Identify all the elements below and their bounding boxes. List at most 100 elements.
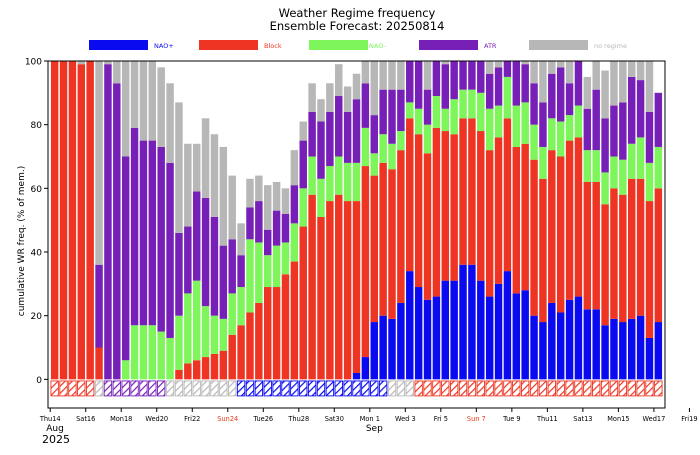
x-tick-label-24: Sun 7 [467,415,486,423]
regime-marker-16 [192,380,201,397]
bar-nao-9 [130,325,139,380]
bar-nao-17 [201,306,210,358]
bar-noregime-20 [228,175,236,240]
regime-marker-46 [458,380,468,397]
legend-label-noregime: no regime [594,42,627,50]
legend-swatch-nao [309,40,368,50]
bar-block-66 [636,178,645,316]
bar-nao-52 [512,293,521,380]
bar-noregime-64 [619,61,627,103]
bar-noregime-19 [219,146,228,246]
bar-block-27 [290,261,299,380]
regime-marker-67 [645,380,654,397]
bar-block-56 [548,150,556,303]
bar-atr-5 [95,264,103,348]
regime-marker-41 [414,380,423,397]
regime-marker-31 [325,380,335,397]
bar-nao-27 [290,223,299,262]
regime-marker-24 [263,380,272,397]
legend-label-nao: NAO- [369,42,386,50]
bar-nao-36 [370,153,378,176]
bar-block-54 [530,159,538,316]
bar-nao-51 [503,76,512,119]
bar-noregime-63 [610,61,618,106]
bar-nao-21 [237,287,245,326]
bar-block-36 [370,175,378,323]
regime-marker-11 [148,380,157,397]
bar-nao-37 [379,315,387,380]
regime-marker-37 [378,380,388,397]
bar-nao-63 [610,318,618,380]
bar-nao-30 [317,178,325,217]
regime-marker-21 [236,380,246,397]
bar-nao-16 [192,280,201,361]
bar-noregime-66 [636,61,645,81]
regime-marker-23 [254,380,264,397]
regime-marker-68 [654,380,663,397]
bar-nao-48 [477,280,485,380]
regime-marker-row [50,380,663,397]
bar-atr-17 [201,197,210,307]
regime-marker-54 [529,380,539,397]
legend-label-nao: NAO+ [154,42,174,50]
y-axis-label: cumulative WR freq. (% of mem.) [17,166,27,316]
bar-nao-43 [432,296,441,380]
bar-nao-50 [494,283,503,380]
bar-nao-38 [388,143,396,170]
bar-noregime-34 [352,73,361,100]
regime-marker-40 [405,380,414,397]
bar-noregime-15 [184,143,192,227]
bar-atr-63 [610,105,618,157]
bar-noregime-28 [299,121,307,141]
bar-noregime-35 [361,61,370,84]
bar-block-68 [654,188,663,323]
bar-nao-26 [281,242,290,275]
bar-nao-39 [397,131,405,151]
bar-noregime-55 [539,61,547,103]
bar-noregime-9 [130,61,139,128]
bar-atr-31 [326,111,334,167]
bars-layer [50,61,663,380]
bar-noregime-44 [441,61,450,65]
bar-nao-50 [494,105,503,138]
bar-block-57 [556,156,565,313]
bar-nao-31 [326,166,334,202]
regime-marker-0 [50,380,59,397]
regime-marker-43 [432,380,441,397]
bar-noregime-26 [281,188,290,214]
bar-noregime-14 [175,102,183,233]
bar-noregime-11 [148,61,157,141]
bar-nao-41 [414,108,423,135]
y-tick-label-100: 100 [25,58,42,68]
bar-block-21 [237,325,245,380]
bar-noregime-38 [388,61,396,90]
bar-nao-64 [619,322,627,380]
bar-noregime-7 [113,61,121,84]
regime-marker-66 [636,380,645,397]
bar-block-23 [255,302,263,380]
bar-atr-56 [548,73,556,119]
bar-noregime-65 [627,61,636,77]
bar-atr-38 [388,89,396,144]
bar-noregime-61 [592,61,600,90]
regime-marker-3 [77,380,86,397]
bar-block-18 [210,353,219,380]
bar-nao-55 [539,322,547,380]
bar-nao-14 [175,315,183,370]
bar-atr-9 [130,127,139,326]
bar-noregime-12 [157,67,165,147]
bar-noregime-49 [485,61,494,74]
bar-block-62 [601,204,609,326]
bar-nao-28 [299,188,307,227]
bar-noregime-22 [246,178,254,208]
regime-marker-27 [290,380,299,397]
bar-block-41 [414,134,423,288]
bar-atr-35 [361,83,370,128]
bar-nao-36 [370,322,378,380]
bar-block-5 [95,347,103,380]
x-tick-label-14: Thu28 [287,415,309,423]
bar-noregime-58 [565,61,574,84]
bar-block-24 [263,287,272,380]
bar-nao-68 [654,322,663,380]
